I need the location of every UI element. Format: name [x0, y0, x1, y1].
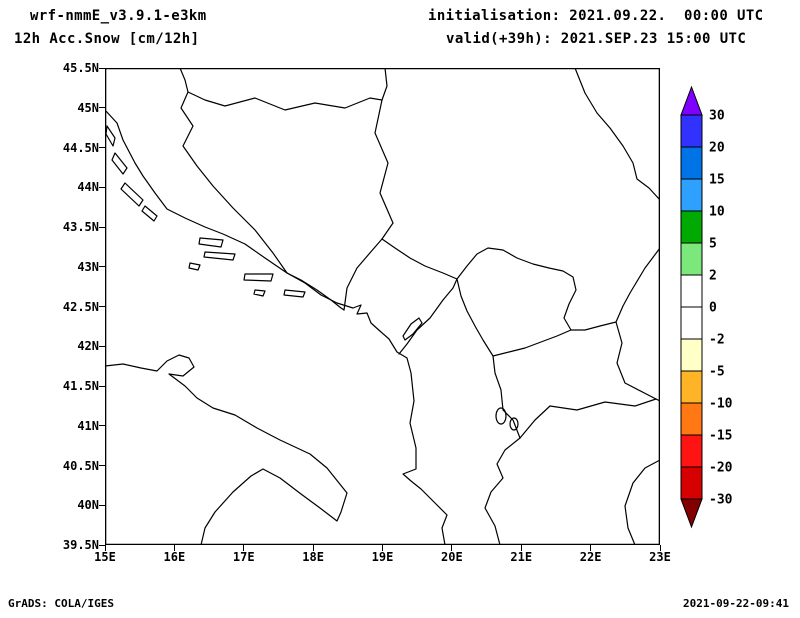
border-albania-greece [484, 437, 521, 545]
colorbar-level-label: -15 [709, 429, 732, 444]
border-albania-macedonia [492, 355, 521, 439]
colorbar-level-label: 30 [709, 109, 725, 124]
y-axis-label: 43.5N [62, 220, 99, 234]
x-axis-label: 16E [163, 550, 186, 564]
colorbar-segment [680, 242, 703, 276]
colorbar-top-arrow [680, 85, 703, 116]
colorbar-segment [680, 146, 703, 180]
colorbar-segment [680, 370, 703, 404]
x-axis-tick [312, 545, 314, 551]
valid-time: valid(+39h): 2021.SEP.23 15:00 UTC [446, 31, 747, 47]
x-axis-tick [590, 545, 592, 551]
x-axis-tick [173, 545, 175, 551]
map-canvas [105, 68, 660, 545]
x-axis-label: 18E [302, 550, 324, 564]
colorbar-level-label: -5 [709, 365, 725, 380]
border-montenegro-albania [398, 278, 458, 355]
border-croatia-bosnia-coastal-strip [286, 272, 345, 311]
border-bosnia-serbia-drina [374, 99, 394, 240]
colorbar-segment [680, 338, 703, 372]
product-title: 12h Acc.Snow [cm/12h] [14, 31, 200, 47]
colorbar-level-label: 15 [709, 173, 725, 188]
x-axis-tick [451, 545, 453, 551]
x-axis-label: 20E [441, 550, 463, 564]
border-bulgaria-greece [655, 398, 660, 402]
colorbar-level-label: -20 [709, 461, 733, 476]
adriatic-islands [105, 125, 306, 298]
colorbar-level-label: 0 [709, 301, 717, 316]
colorbar-level-label: -2 [709, 333, 725, 348]
lake-prespa [509, 417, 519, 431]
colorbar-level-label: 10 [709, 205, 725, 220]
y-axis-label: 41N [77, 418, 99, 433]
x-axis-label: 19E [371, 550, 394, 564]
colorbar-level-label: -10 [709, 397, 733, 412]
border-serbia-bulgaria [615, 247, 660, 323]
creation-timestamp: 2021-09-22-09:41 [683, 597, 789, 610]
model-title: wrf-nmmE_v3.9.1-e3km [30, 8, 207, 24]
y-axis-label: 44.5N [62, 140, 99, 155]
border-croatia-serbia [381, 68, 388, 101]
colorbar-segment [680, 306, 703, 340]
x-axis-tick [243, 545, 245, 551]
y-axis-label: 42N [77, 339, 99, 354]
colorbar-bottom-arrow [680, 498, 703, 529]
grads-credit: GrADS: COLA/IGES [8, 597, 114, 610]
x-axis-label: 15E [94, 550, 116, 564]
border-kosovo [456, 247, 577, 357]
lake-scutari [402, 317, 423, 341]
x-axis-tick [659, 545, 661, 551]
y-axis-label: 43N [77, 259, 99, 274]
colorbar-segment [680, 114, 703, 148]
border-serbia-macedonia [570, 321, 617, 331]
coastline-east-adriatic [105, 109, 448, 545]
y-axis-label: 39.5N [62, 538, 99, 552]
colorbar-level-label: 20 [709, 141, 725, 156]
map-frame [105, 68, 660, 545]
border-bosnia-north-sava [187, 91, 383, 111]
x-axis-label: 17E [232, 550, 255, 564]
coastline-greece-aegean [624, 459, 660, 545]
x-axis-tick [520, 545, 522, 551]
x-axis-tick [382, 545, 383, 551]
y-axis-label: 45N [77, 100, 99, 115]
y-axis-label: 44N [77, 180, 99, 195]
border-croatia-bosnia-west [179, 68, 288, 274]
colorbar-segment [680, 178, 703, 212]
y-axis-label: 41.5N [62, 379, 99, 393]
initialisation-time: initialisation: 2021.09.22. 00:00 UTC [428, 8, 764, 24]
colorbar-level-label: 5 [709, 237, 717, 252]
lake-ohrid [495, 407, 507, 425]
x-axis-tick [104, 545, 106, 551]
border-macedonia-greece [519, 398, 657, 439]
border-bosnia-montenegro [343, 238, 383, 311]
border-macedonia-bulgaria [615, 321, 657, 400]
colorbar-segment [680, 274, 703, 308]
colorbar-segment [680, 210, 703, 244]
x-axis-label: 21E [510, 550, 533, 564]
colorbar-segment [680, 466, 703, 500]
y-axis-label: 40.5N [62, 458, 99, 473]
x-axis-label: 22E [579, 550, 602, 564]
colorbar-level-label: -30 [709, 493, 733, 508]
y-axis-label: 40N [77, 498, 99, 513]
border-serbia-montenegro [381, 238, 458, 280]
colorbar-segment [680, 402, 703, 436]
colorbar-level-label: 2 [709, 269, 717, 284]
colorbar-segment [680, 434, 703, 468]
y-axis-label: 42.5N [62, 299, 99, 314]
border-serbia-romania-danube [574, 68, 660, 201]
y-axis-label: 45.5N [62, 61, 99, 75]
coastline-italy [105, 354, 348, 545]
